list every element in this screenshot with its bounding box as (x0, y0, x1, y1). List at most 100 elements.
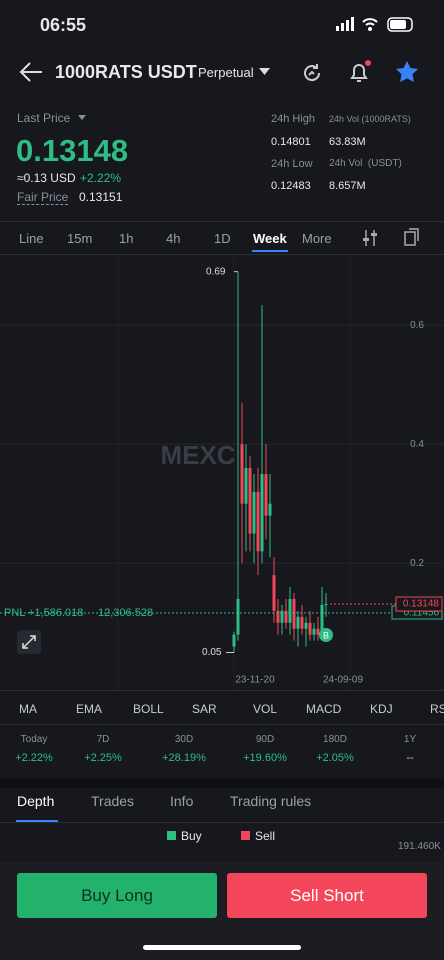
price-change: +2.22% (80, 171, 122, 185)
candle-body (312, 628, 316, 635)
home-indicator (143, 945, 301, 950)
candle-body (288, 598, 292, 623)
candle-body (264, 473, 268, 516)
interval-tab[interactable]: Week (253, 231, 287, 246)
clock: 06:55 (40, 15, 87, 35)
expand-icon (22, 635, 36, 649)
tab[interactable]: Depth (17, 793, 55, 809)
period-change: +28.19% (162, 752, 206, 764)
contract-type[interactable]: Perpetual (198, 65, 254, 80)
symbol[interactable]: 1000RATS USDT (55, 62, 197, 82)
indicator[interactable]: MACD (306, 702, 342, 716)
stat-value: 8.657M (329, 180, 366, 192)
tab[interactable]: Trading rules (230, 793, 312, 809)
pnl-label: PNL +1,586.018 (4, 607, 83, 619)
period-label: 180D (323, 734, 347, 745)
candle-body (268, 503, 272, 516)
candle-body (232, 634, 236, 647)
sell-short-button[interactable]: Sell Short (227, 873, 427, 918)
usd-price: ≈0.13 USD (17, 171, 76, 185)
y-tick-label: 0.2 (410, 558, 424, 569)
x-tick-label: 24-09-09 (323, 675, 363, 686)
refresh-icon[interactable] (300, 61, 324, 85)
interval-underline (252, 250, 288, 252)
stat-label: 24h Vol (1000RATS) (329, 114, 411, 124)
period-label: 30D (174, 734, 194, 745)
candle-body (308, 622, 312, 635)
indicator[interactable]: SAR (192, 702, 217, 716)
candle-body (240, 444, 244, 504)
candle-body (260, 473, 264, 552)
stat-label: 24h High (271, 113, 316, 125)
interval-tab[interactable]: More (302, 231, 332, 246)
candle-body (292, 598, 296, 629)
candle-body (244, 468, 248, 504)
depth-value: 191.460K (398, 841, 441, 852)
buy-long-button[interactable]: Buy Long (17, 873, 217, 918)
candle-body (252, 491, 256, 534)
period-label: 7D (96, 734, 110, 745)
candle-body (276, 610, 280, 623)
candle-body (272, 575, 276, 611)
last-price: 0.13148 (16, 133, 129, 168)
last-price-tag: 0.13148 (403, 599, 440, 610)
stat-label: 24h Vol (USDT) (329, 158, 402, 169)
interval-tab[interactable]: 1h (119, 231, 134, 246)
divider (0, 254, 444, 255)
candle-body (304, 622, 308, 629)
interval-tab[interactable]: 1D (214, 231, 231, 246)
position-size: 12,306.528 (98, 607, 153, 619)
copy-icon[interactable] (404, 228, 420, 246)
status-icons (336, 17, 413, 32)
legend-buy: Buy (181, 829, 202, 843)
period-change: +19.60% (243, 752, 287, 764)
indicator[interactable]: BOLL (133, 702, 164, 716)
min-label: 0.05 (202, 647, 222, 658)
stat-value: 0.12483 (271, 180, 311, 192)
indicator[interactable]: MA (19, 702, 37, 716)
candle-body (256, 491, 260, 552)
candle-body (284, 610, 288, 623)
divider (0, 724, 444, 725)
section-gap (0, 778, 444, 788)
y-tick-label: 0.4 (410, 439, 424, 450)
period-change: +2.05% (316, 752, 354, 764)
period-change: +2.22% (15, 752, 53, 764)
indicator[interactable]: KDJ (370, 702, 393, 716)
buy-marker (319, 628, 333, 642)
watermark: MEXC (160, 440, 235, 470)
period-label: Today (20, 734, 48, 745)
tab-underline (16, 820, 58, 822)
period-change: -- (406, 752, 414, 764)
tab[interactable]: Info (170, 793, 194, 809)
divider (0, 690, 444, 691)
buy-marker-label: B (323, 630, 329, 640)
stat-label: 24h Low (271, 158, 313, 170)
period-label: 90D (255, 734, 275, 745)
stat-value: 0.14801 (271, 136, 311, 148)
favorite-star[interactable] (395, 60, 421, 84)
last-price-label[interactable]: Last Price (17, 111, 71, 125)
candle-body (296, 616, 300, 629)
indicator[interactable]: RSI (430, 702, 444, 716)
candle-body (280, 610, 284, 623)
candle-body (324, 604, 328, 606)
bell-icon[interactable] (346, 59, 374, 85)
period-label: 1Y (403, 734, 417, 745)
tab[interactable]: Trades (91, 793, 135, 809)
interval-tab[interactable]: 15m (67, 231, 93, 246)
settings-icon[interactable] (362, 229, 378, 247)
back-button[interactable] (18, 60, 44, 84)
candle-body (320, 604, 324, 635)
fair-price-label: Fair Price (17, 190, 69, 205)
interval-tab[interactable]: 4h (166, 231, 181, 246)
candle-body (316, 628, 320, 635)
interval-tab[interactable]: Line (19, 231, 44, 246)
indicator[interactable]: VOL (253, 702, 278, 716)
divider (0, 822, 444, 823)
caret (259, 68, 270, 75)
last-price-box (395, 596, 443, 612)
y-tick-label: 0.6 (410, 320, 424, 331)
indicator[interactable]: EMA (76, 702, 103, 716)
